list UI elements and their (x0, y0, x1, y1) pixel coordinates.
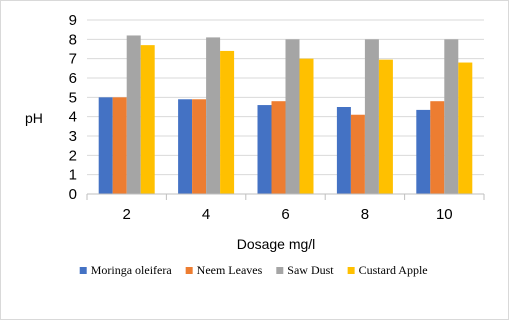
x-tick-label: 4 (202, 206, 210, 223)
legend-label: Moringa oleifera (91, 263, 173, 277)
x-tick-label: 2 (123, 206, 131, 223)
bar-saw-dust (126, 35, 141, 194)
bar-moringa-oleifera (178, 99, 193, 194)
legend-label: Custard Apple (359, 263, 428, 277)
axes: 0 1 2 3 4 5 6 7 8 9 2 4 6 8 10 (69, 12, 485, 223)
x-tick-label: 8 (361, 206, 369, 223)
legend-swatch (347, 267, 355, 274)
y-tick-label: 0 (69, 186, 77, 203)
bar-neem-leaves (271, 101, 286, 194)
y-tick-label: 3 (69, 128, 77, 145)
bars (98, 35, 473, 195)
x-axis-label: Dosage mg/l (237, 236, 316, 252)
y-tick-label: 5 (69, 89, 77, 106)
bar-custard-apple (299, 58, 314, 194)
bar-neem-leaves (430, 101, 445, 194)
bar-custard-apple (140, 45, 155, 195)
bar-moringa-oleifera (336, 107, 351, 194)
bar-neem-leaves (350, 114, 365, 194)
legend-swatch (185, 267, 193, 274)
y-tick-label: 4 (69, 109, 77, 126)
y-tick-label: 8 (69, 31, 77, 48)
legend-swatch (276, 267, 284, 274)
bar-custard-apple (378, 59, 393, 195)
bar-saw-dust (206, 37, 221, 195)
bar-saw-dust (285, 39, 300, 195)
x-tick-label: 10 (436, 206, 453, 223)
bar-neem-leaves (112, 97, 127, 194)
y-tick-label: 7 (69, 51, 77, 68)
bar-moringa-oleifera (98, 97, 113, 194)
y-tick-label: 6 (69, 70, 77, 87)
bar-saw-dust (444, 39, 459, 195)
bar-custard-apple (458, 62, 473, 195)
legend-label: Neem Leaves (197, 263, 263, 277)
y-tick-label: 1 (69, 167, 77, 184)
legend: Moringa oleifera Neem Leaves Saw Dust Custa… (79, 263, 428, 277)
bar-moringa-oleifera (416, 109, 431, 194)
bar-saw-dust (364, 39, 379, 195)
bar-moringa-oleifera (257, 105, 272, 194)
bar-neem-leaves (192, 99, 207, 194)
legend-label: Saw Dust (287, 263, 334, 277)
x-tick-label: 6 (281, 206, 289, 223)
y-tick-label: 9 (69, 12, 77, 29)
bar-custard-apple (220, 50, 235, 194)
y-tick-label: 2 (69, 147, 77, 164)
y-axis-label: pH (25, 110, 43, 126)
legend-swatch (79, 267, 87, 274)
